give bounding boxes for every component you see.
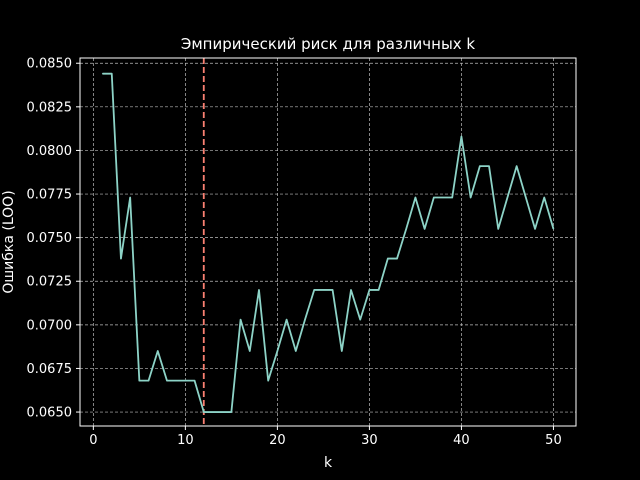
data-point xyxy=(175,380,177,382)
data-point xyxy=(304,319,306,321)
data-point xyxy=(350,289,352,291)
y-tick-label: 0.0775 xyxy=(27,188,73,203)
data-point xyxy=(534,228,536,230)
data-point xyxy=(111,73,113,75)
data-point xyxy=(193,380,196,382)
data-point xyxy=(424,228,426,230)
data-point xyxy=(414,196,417,199)
data-point xyxy=(368,289,371,291)
x-ticks: 0 10 20 30 40 50 xyxy=(89,426,562,448)
data-point xyxy=(479,165,481,167)
data-point xyxy=(258,289,260,291)
data-point xyxy=(138,380,140,382)
data-point xyxy=(396,257,398,260)
data-point xyxy=(322,289,324,291)
y-axis-label: Ошибка (LOO) xyxy=(1,190,17,293)
y-tick-label: 0.0850 xyxy=(27,57,73,72)
y-tick-label: 0.0750 xyxy=(27,231,73,246)
data-point xyxy=(341,350,343,352)
data-point xyxy=(552,228,555,230)
y-tick-label: 0.0650 xyxy=(27,406,73,421)
data-point xyxy=(442,196,444,199)
data-point xyxy=(451,196,453,199)
x-tick-label: 10 xyxy=(177,433,194,448)
data-point xyxy=(101,73,104,75)
data-point xyxy=(212,411,214,413)
y-tick-label: 0.0700 xyxy=(27,318,73,333)
data-point xyxy=(230,411,232,413)
y-ticks: 0.0650 0.0675 0.0700 0.0725 0.0750 0.0775 0.08… xyxy=(27,57,80,421)
x-tick-label: 30 xyxy=(361,433,378,448)
data-point xyxy=(405,228,407,230)
data-point xyxy=(387,257,389,260)
data-point xyxy=(285,319,288,321)
x-axis-label: k xyxy=(324,455,333,471)
data-point xyxy=(249,350,251,352)
data-point xyxy=(295,350,297,352)
series xyxy=(101,72,555,413)
grid xyxy=(80,58,576,426)
y-tick-label: 0.0800 xyxy=(27,144,73,159)
data-point xyxy=(120,257,122,260)
x-tick-label: 20 xyxy=(269,433,286,448)
data-point xyxy=(166,380,168,382)
y-tick-label: 0.0825 xyxy=(27,100,73,115)
plot-frame xyxy=(79,57,577,427)
data-point xyxy=(460,135,463,138)
data-point xyxy=(543,196,545,199)
data-point xyxy=(433,196,435,199)
data-point xyxy=(147,380,150,382)
axes xyxy=(79,57,577,427)
data-point xyxy=(359,319,361,321)
data-point xyxy=(470,196,472,199)
data-point xyxy=(239,319,242,321)
y-tick-label: 0.0675 xyxy=(27,362,73,377)
data-point xyxy=(378,289,380,291)
x-tick-label: 0 xyxy=(89,433,97,448)
data-point xyxy=(332,289,334,291)
data-point xyxy=(157,350,159,352)
data-point xyxy=(184,380,186,382)
x-tick-label: 50 xyxy=(545,433,562,448)
data-point xyxy=(267,380,269,382)
data-point xyxy=(203,411,205,413)
series-line xyxy=(102,72,555,413)
data-point xyxy=(516,165,518,167)
y-tick-label: 0.0725 xyxy=(27,275,73,290)
data-point xyxy=(497,228,499,230)
data-point xyxy=(488,165,490,167)
data-point xyxy=(129,196,131,199)
data-point xyxy=(221,411,223,413)
chart-title: Эмпирический риск для различных k xyxy=(181,35,476,53)
data-point xyxy=(276,350,278,352)
data-point xyxy=(313,289,315,291)
x-tick-label: 40 xyxy=(453,433,470,448)
data-point xyxy=(506,196,509,199)
data-point xyxy=(525,196,527,199)
